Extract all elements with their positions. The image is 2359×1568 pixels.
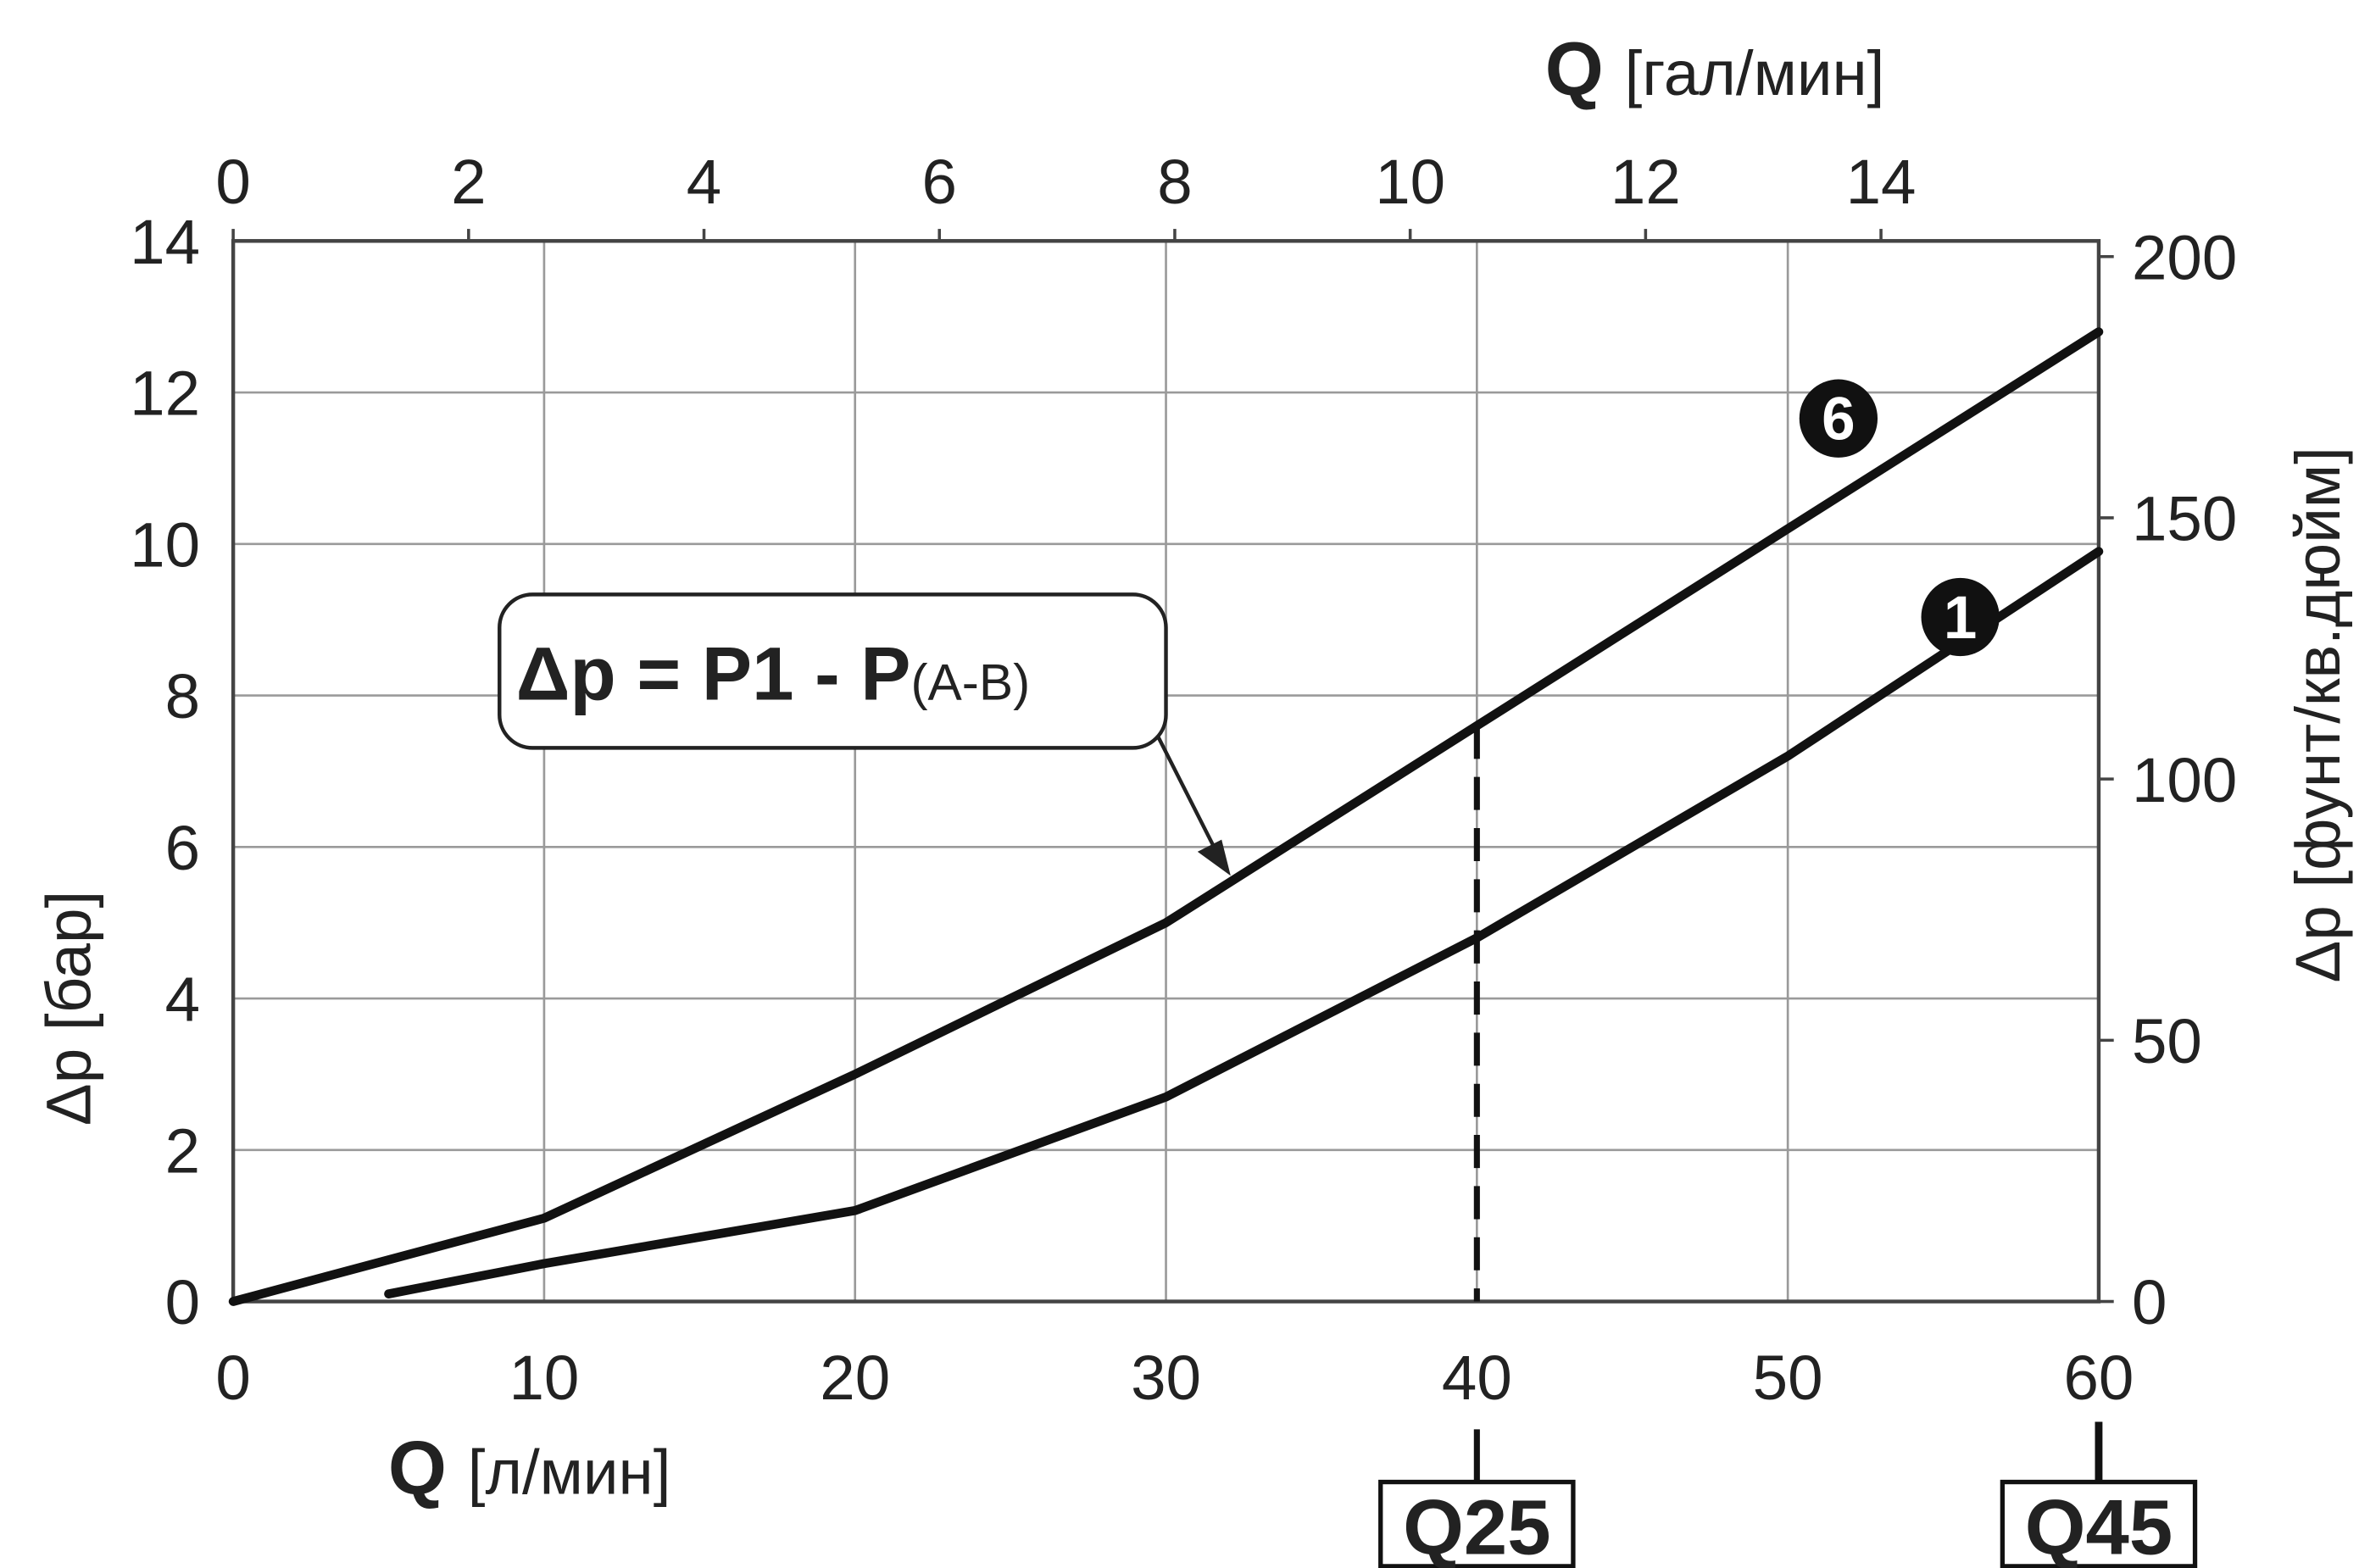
series-label: 6 [1822, 386, 1855, 453]
x2-tick-label: 14 [1846, 147, 1917, 217]
x-tick-label: 50 [1753, 1343, 1823, 1413]
y2-tick-label: 0 [2132, 1267, 2167, 1337]
y2-axis-label: Δp [фунт/кв.дюйм] [2283, 447, 2353, 982]
y-tick-label: 8 [165, 661, 200, 731]
x2-tick-label: 10 [1375, 147, 1445, 217]
annotation-arrowhead [1197, 839, 1231, 876]
annotation-main: Δp = P1 - P [516, 632, 911, 716]
annotation-sub: (A-B) [910, 653, 1030, 711]
y-tick-label: 10 [130, 509, 200, 580]
marker-label: Q45 [2025, 1483, 2173, 1568]
y-tick-label: 4 [165, 965, 200, 1035]
y-tick-label: 6 [165, 813, 200, 883]
series-badge [1799, 379, 1878, 458]
y-tick-label: 12 [130, 359, 200, 429]
x2-tick-label: 6 [922, 147, 957, 217]
y2-tick-label: 150 [2132, 484, 2237, 554]
series-label: 1 [1944, 585, 1977, 652]
annotation-box [498, 592, 1168, 750]
y-axis-label: Δp [бар] [33, 891, 103, 1126]
x2-axis-label: Q [гал/мин] [1545, 27, 1885, 111]
x2-tick-label: 0 [215, 147, 250, 217]
x2-tick-label: 2 [451, 147, 486, 217]
x2-tick-label: 8 [1157, 147, 1192, 217]
x-axis-symbol: Q [388, 1426, 447, 1510]
series-badge [1921, 577, 2000, 657]
y-tick-label: 0 [165, 1267, 200, 1337]
marker-label: Q25 [1403, 1483, 1550, 1568]
y-tick-label: 14 [130, 207, 200, 277]
y2-tick-label: 100 [2132, 745, 2237, 815]
x2-tick-label: 12 [1611, 147, 1681, 217]
x-tick-label: 60 [2063, 1343, 2134, 1413]
series-line [228, 327, 2104, 1306]
marker-box [2000, 1479, 2198, 1568]
x2-tick-label: 4 [687, 147, 721, 217]
marker-box [1378, 1479, 1576, 1568]
x-tick-label: 30 [1131, 1343, 1201, 1413]
x2-axis-unit: [гал/мин] [1625, 38, 1885, 108]
x-tick-label: 20 [820, 1343, 890, 1413]
annotation: Δp = P1 - P(A-B) [516, 632, 1030, 716]
x2-axis-symbol: Q [1545, 27, 1604, 111]
plot-frame [231, 239, 2101, 1304]
x-tick-label: 10 [509, 1343, 579, 1413]
y2-tick-label: 50 [2132, 1006, 2202, 1076]
x-axis-unit: [л/мин] [468, 1437, 671, 1508]
annotation-arrow [1156, 736, 1218, 852]
y-tick-label: 2 [165, 1115, 200, 1186]
x-axis-label: Q [л/мин] [388, 1426, 671, 1510]
x-tick-label: 0 [215, 1343, 250, 1413]
x-tick-label: 40 [1442, 1343, 1512, 1413]
series-line [384, 547, 2104, 1298]
y2-tick-label: 200 [2132, 222, 2237, 292]
